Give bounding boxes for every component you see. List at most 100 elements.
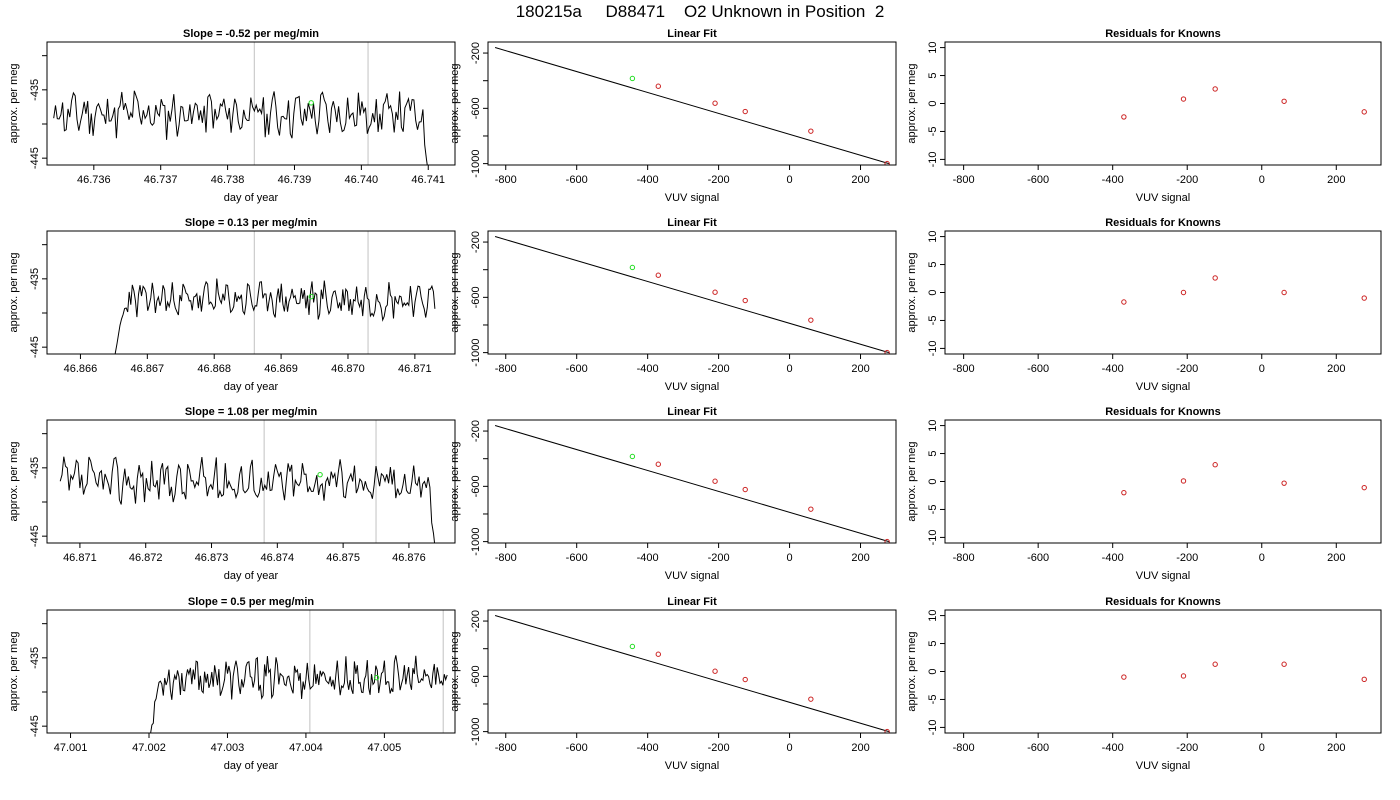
x-tick-label: -800 bbox=[495, 742, 517, 754]
x-tick-label: 46.871 bbox=[398, 363, 432, 375]
y-tick-label: -10 bbox=[927, 151, 939, 167]
known-point bbox=[808, 317, 814, 323]
x-tick-label: -600 bbox=[1027, 552, 1049, 564]
panel-row: Slope = 0.5 per meg/min day of year approx… bbox=[8, 596, 1382, 772]
y-tick-label: 0 bbox=[927, 100, 939, 106]
x-tick-label: 46.867 bbox=[130, 363, 164, 375]
y-tick-label: -1000 bbox=[470, 339, 482, 367]
fit-title: Linear Fit bbox=[667, 28, 717, 40]
y-tick-label: -1000 bbox=[470, 528, 482, 556]
timeseries-frame bbox=[46, 230, 456, 355]
x-tick-label: 0 bbox=[1259, 363, 1265, 375]
x-tick-label: -800 bbox=[953, 174, 975, 186]
fit-plot-area bbox=[494, 236, 890, 354]
residual-point bbox=[1361, 484, 1367, 491]
fit-frame bbox=[487, 609, 897, 734]
x-tick-label: 0 bbox=[1259, 552, 1265, 564]
timeseries-title: Slope = -0.52 per meg/min bbox=[183, 28, 319, 40]
page-title: 180215a D88471 O2 Unknown in Position 2 bbox=[515, 2, 885, 21]
residual-point bbox=[1281, 480, 1287, 486]
timeseries-panel: Slope = 0.13 per meg/min day of year appro… bbox=[8, 217, 456, 393]
residuals-plot-area bbox=[1121, 661, 1367, 683]
x-tick-label: 46.741 bbox=[411, 174, 445, 186]
timeseries-title: Slope = 0.13 per meg/min bbox=[185, 217, 318, 229]
y-tick-label: -1000 bbox=[470, 150, 482, 178]
residuals-y-axis-label: approx. per meg bbox=[906, 252, 918, 332]
x-tick-label: 47.004 bbox=[289, 742, 323, 754]
residuals-panel: Residuals for Knowns VUV signal approx. pe… bbox=[906, 406, 1382, 582]
timeseries-x-axis-label: day of year bbox=[224, 381, 279, 393]
x-tick-label: 200 bbox=[851, 363, 869, 375]
unknown-point bbox=[308, 293, 314, 300]
y-tick-label: -5 bbox=[927, 505, 939, 515]
residual-point bbox=[1180, 289, 1187, 296]
fit-line bbox=[494, 236, 890, 354]
x-tick-label: -200 bbox=[1176, 363, 1198, 375]
x-tick-label: 46.871 bbox=[63, 552, 97, 564]
fit-line bbox=[494, 47, 890, 165]
x-tick-label: 200 bbox=[1327, 552, 1345, 564]
x-tick-label: -400 bbox=[637, 742, 659, 754]
y-tick-label: -10 bbox=[927, 719, 939, 735]
x-tick-label: 46.866 bbox=[64, 363, 98, 375]
known-point bbox=[712, 668, 718, 674]
residuals-frame bbox=[944, 419, 1382, 544]
x-tick-label: 47.002 bbox=[132, 742, 166, 754]
x-tick-label: 0 bbox=[787, 174, 793, 186]
timeseries-panel: Slope = 1.08 per meg/min day of year appro… bbox=[8, 406, 456, 582]
x-tick-label: -400 bbox=[1102, 363, 1124, 375]
y-tick-label: -200 bbox=[470, 231, 482, 253]
fit-panel: Linear Fit VUV signal approx. per meg -800 -… bbox=[449, 28, 897, 204]
x-tick-label: 46.738 bbox=[211, 174, 245, 186]
x-tick-label: 47.001 bbox=[54, 742, 88, 754]
fit-plot-area bbox=[494, 425, 890, 543]
x-tick-label: -400 bbox=[1102, 174, 1124, 186]
x-tick-label: -600 bbox=[566, 742, 588, 754]
x-tick-label: -800 bbox=[953, 552, 975, 564]
x-tick-label: -600 bbox=[566, 363, 588, 375]
unknown-point bbox=[373, 674, 380, 681]
x-tick-label: 0 bbox=[1259, 742, 1265, 754]
timeseries-plot-area bbox=[114, 231, 436, 354]
y-tick-label: 5 bbox=[927, 640, 939, 646]
fit-line bbox=[494, 425, 890, 543]
timeseries-x-axis-label: day of year bbox=[224, 192, 279, 204]
fit-x-axis-label: VUV signal bbox=[665, 381, 719, 393]
known-point bbox=[712, 289, 718, 295]
known-point bbox=[742, 108, 748, 115]
residuals-frame bbox=[944, 609, 1382, 734]
y-tick-label: -445 bbox=[29, 525, 41, 547]
residual-point bbox=[1361, 109, 1367, 115]
x-tick-label: 46.739 bbox=[278, 174, 312, 186]
x-tick-label: -800 bbox=[495, 552, 517, 564]
y-tick-label: 10 bbox=[927, 41, 939, 53]
residual-point bbox=[1361, 295, 1367, 301]
x-tick-label: 46.870 bbox=[331, 363, 365, 375]
timeseries-frame bbox=[46, 609, 456, 734]
residuals-frame bbox=[944, 41, 1382, 166]
fit-title: Linear Fit bbox=[667, 406, 717, 418]
x-tick-label: -800 bbox=[953, 742, 975, 754]
x-tick-label: 46.869 bbox=[264, 363, 298, 375]
x-tick-label: 46.875 bbox=[326, 552, 360, 564]
x-tick-label: 46.736 bbox=[77, 174, 111, 186]
x-tick-label: 46.868 bbox=[197, 363, 231, 375]
known-point bbox=[655, 272, 661, 278]
unknown-point bbox=[308, 100, 314, 106]
timeseries-plot-area bbox=[59, 420, 436, 543]
series-line bbox=[59, 456, 436, 543]
known-point bbox=[884, 349, 890, 354]
timeseries-plot-area bbox=[150, 610, 448, 733]
y-tick-label: -600 bbox=[470, 475, 482, 497]
x-tick-label: 200 bbox=[1327, 363, 1345, 375]
residuals-title: Residuals for Knowns bbox=[1105, 406, 1221, 418]
panel-row: Slope = 0.13 per meg/min day of year appro… bbox=[8, 217, 1382, 393]
fit-frame bbox=[487, 230, 897, 355]
residuals-panel: Residuals for Knowns VUV signal approx. pe… bbox=[906, 217, 1382, 393]
residual-point bbox=[1212, 275, 1218, 281]
residual-point bbox=[1121, 674, 1127, 680]
y-tick-label: -600 bbox=[470, 665, 482, 687]
residual-point bbox=[1180, 478, 1187, 484]
residual-point bbox=[1212, 86, 1218, 92]
